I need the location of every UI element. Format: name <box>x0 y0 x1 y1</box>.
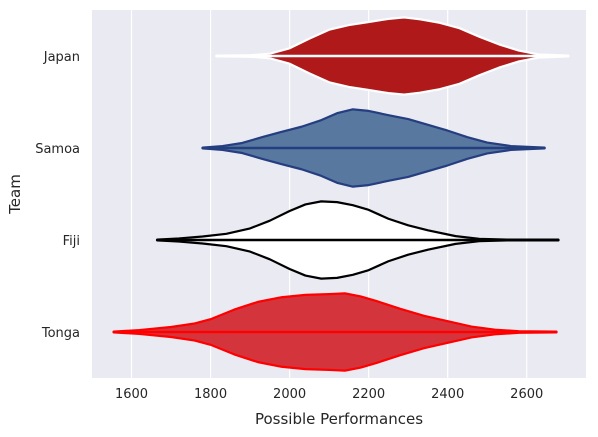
y-tick-labels: Japan Samoa Fiji Tonga <box>35 50 80 341</box>
x-tick-label: 2000 <box>273 387 306 402</box>
y-axis-label: Team <box>6 174 24 215</box>
x-tick-label: 1800 <box>194 387 227 402</box>
x-tick-label: 2400 <box>431 387 464 402</box>
y-tick-label: Samoa <box>35 142 80 157</box>
x-tick-labels: 1600 1800 2000 2200 2400 2600 <box>115 387 543 402</box>
x-tick-label: 2600 <box>510 387 543 402</box>
x-axis-label: Possible Performances <box>255 410 423 428</box>
violins <box>112 16 570 372</box>
y-tick-label: Tonga <box>41 326 80 341</box>
y-tick-label: Japan <box>43 50 80 65</box>
x-tick-label: 2200 <box>352 387 385 402</box>
y-tick-label: Fiji <box>63 234 80 249</box>
x-tick-label: 1600 <box>115 387 148 402</box>
